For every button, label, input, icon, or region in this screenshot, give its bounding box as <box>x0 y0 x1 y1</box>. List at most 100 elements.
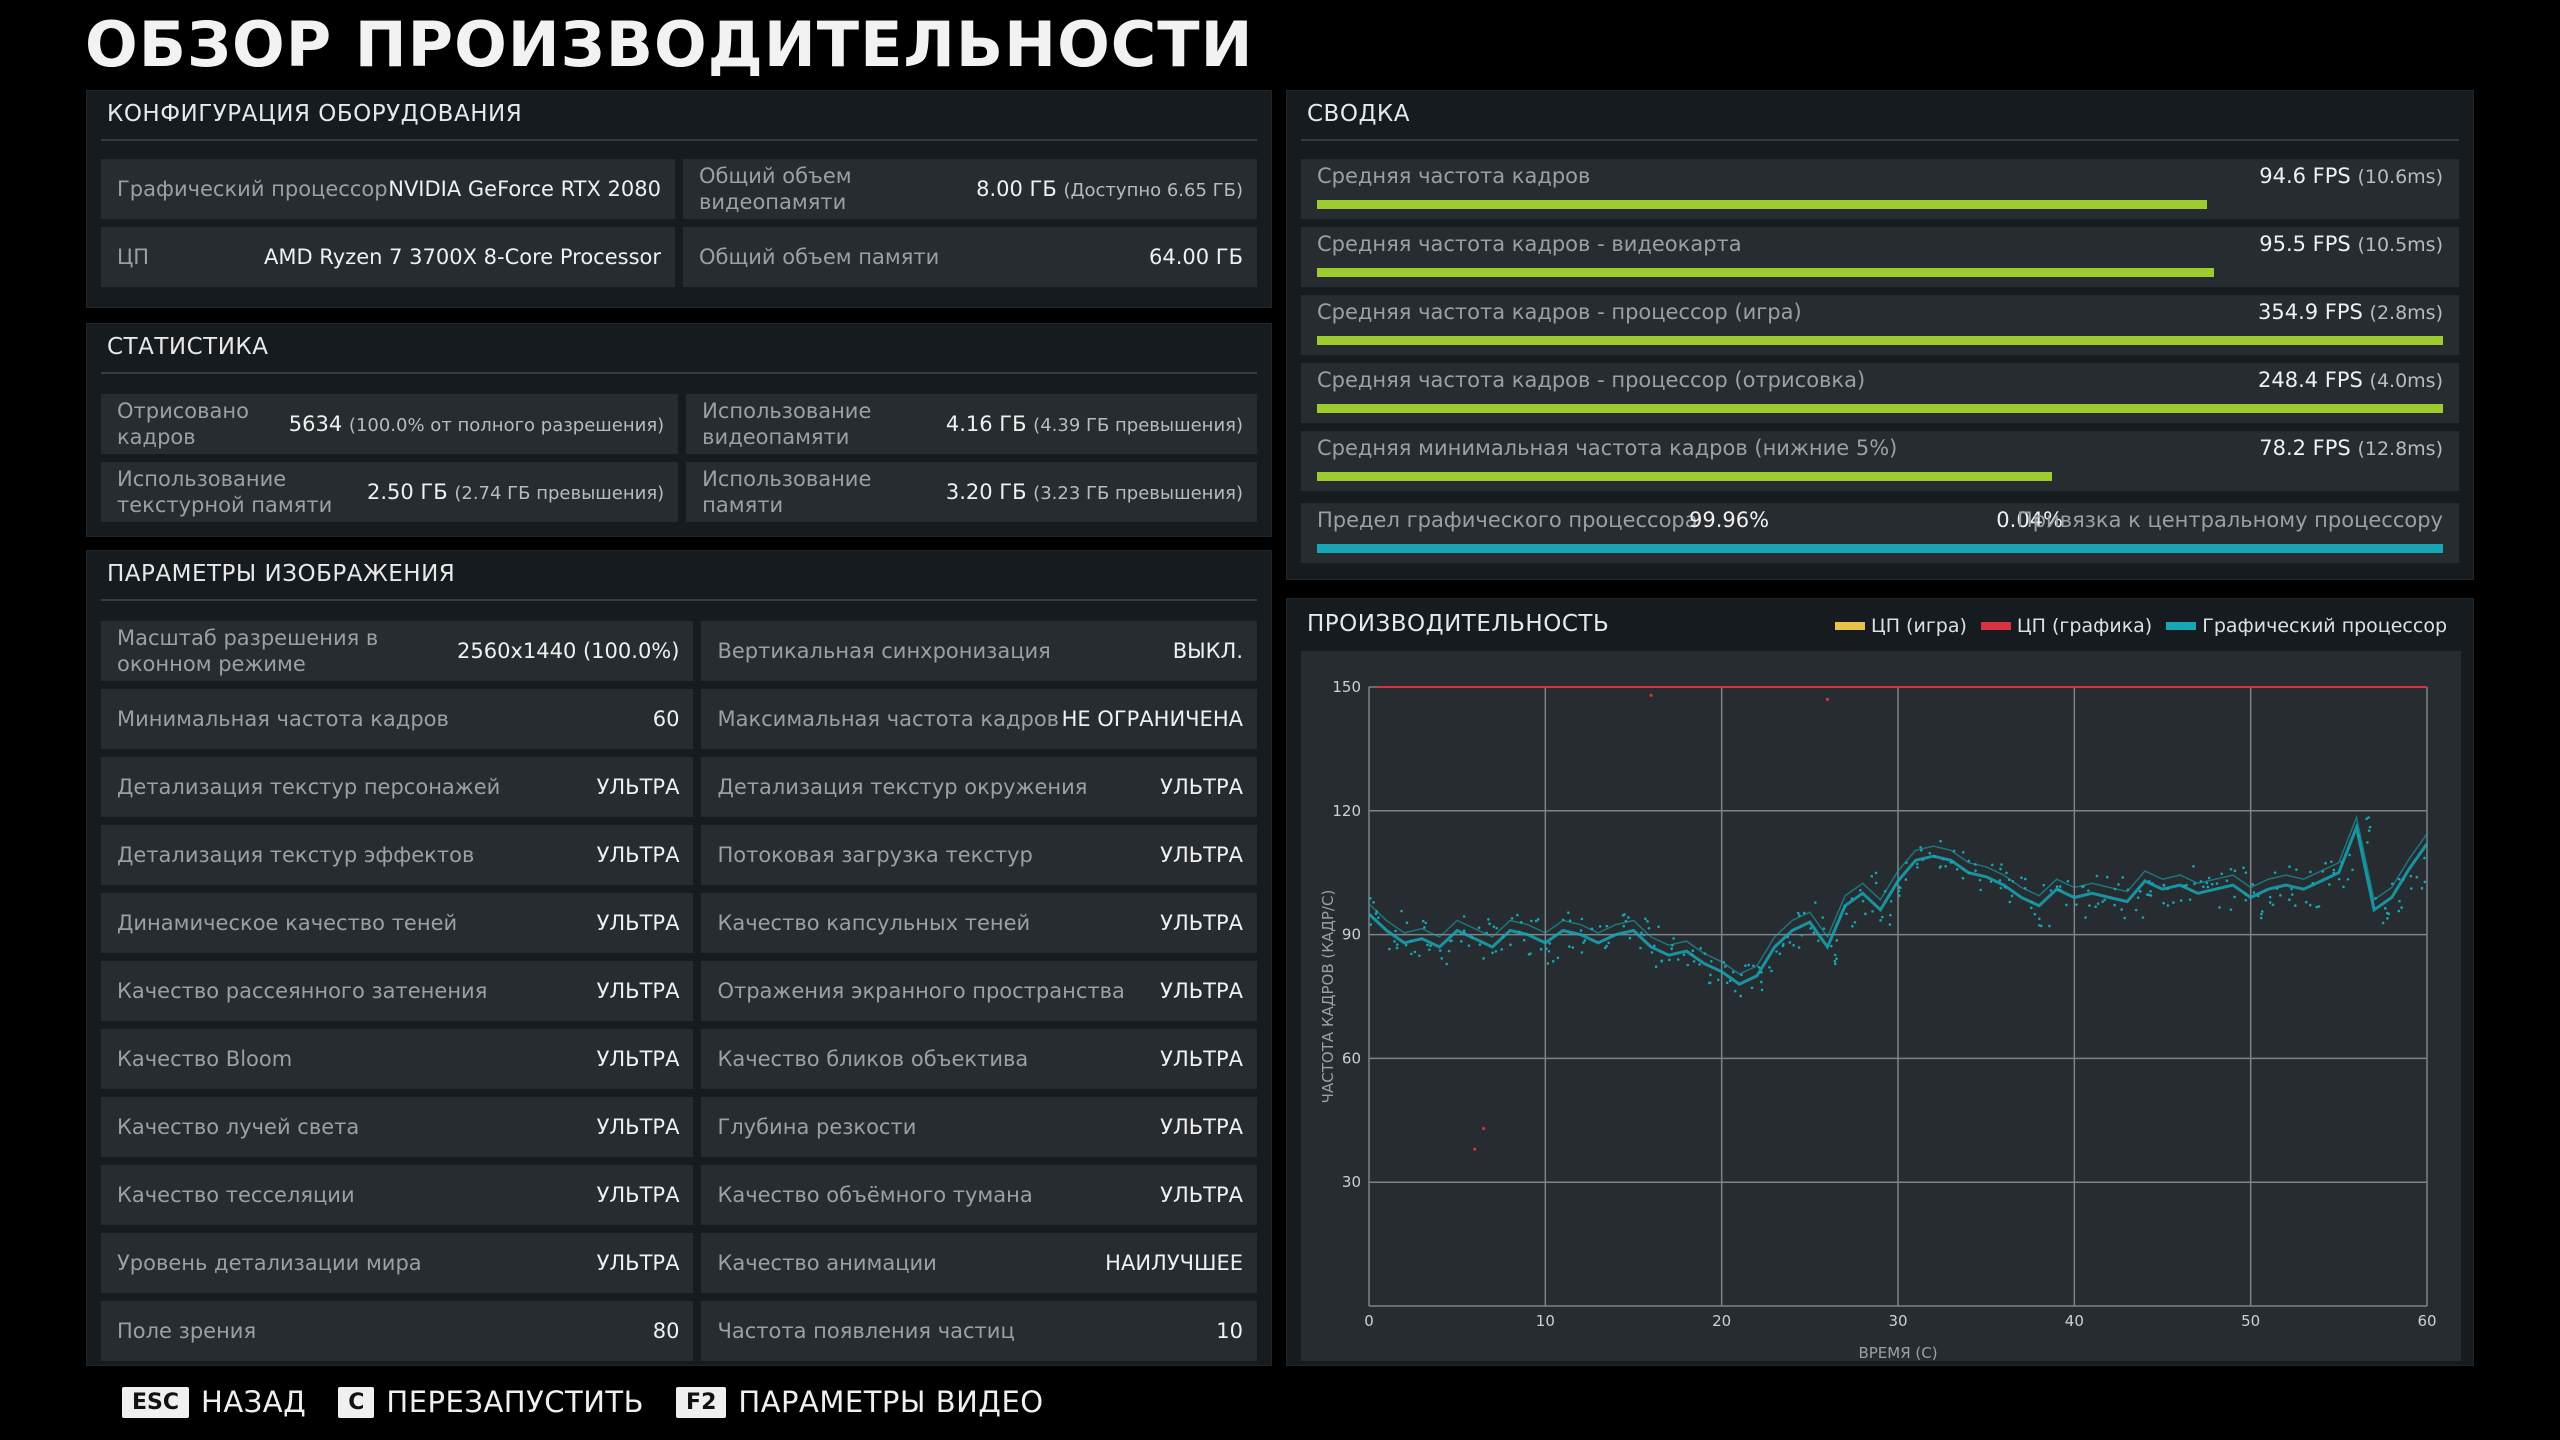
x-tick-label: 40 <box>2065 1312 2084 1330</box>
gpu-point <box>2367 816 2371 819</box>
gpu-point <box>1650 951 1654 954</box>
gpu-point <box>1405 921 1409 925</box>
gpu-point <box>1488 922 1491 926</box>
summary-ms: (12.8ms) <box>2357 438 2443 460</box>
gpu-point <box>1822 927 1826 930</box>
x-tick-label: 30 <box>1888 1312 1907 1330</box>
setting-cell: Частота появления частиц 10 <box>701 1301 1257 1361</box>
gpu-point <box>2088 904 2091 907</box>
gpu-point <box>1547 949 1551 953</box>
gpu-point <box>2113 887 2117 891</box>
gpu-point <box>1709 959 1713 963</box>
gpu-point <box>1369 923 1373 926</box>
summary-bar-track <box>1317 336 2443 345</box>
gpu-point <box>1835 939 1839 942</box>
setting-label: Минимальная частота кадров <box>117 707 449 731</box>
gpu-point <box>2252 891 2256 894</box>
gpu-point <box>1788 941 1792 944</box>
setting-value: УЛЬТРА <box>596 911 680 935</box>
setting-cell: Глубина резкости УЛЬТРА <box>701 1097 1257 1157</box>
cpu-render-point <box>1649 693 1653 697</box>
gpu-point <box>2084 916 2087 919</box>
setting-label: Качество тесселяции <box>117 1183 355 1207</box>
gpu-point <box>2011 880 2015 883</box>
summary-value: 78.2 FPS <box>2259 436 2351 460</box>
gpu-point <box>1686 963 1690 967</box>
setting-value: УЛЬТРА <box>1160 979 1243 1003</box>
divider <box>101 372 1257 374</box>
gpu-point <box>2268 895 2272 899</box>
gpu-point <box>1539 947 1543 951</box>
gpu-point <box>1916 866 1919 869</box>
gpu-point <box>1545 947 1548 951</box>
esc-key[interactable]: ESC <box>122 1386 190 1418</box>
gpu-point <box>1583 939 1587 942</box>
gpu-point <box>1482 957 1485 960</box>
gpu-point <box>1413 950 1417 954</box>
setting-cell: Детализация текстур эффектов УЛЬТРА <box>101 825 694 885</box>
video-settings-button[interactable]: ПАРАМЕТРЫ ВИДЕО <box>738 1385 1044 1419</box>
setting-label: Потоковая загрузка текстур <box>717 843 1033 867</box>
gpu-point <box>2386 917 2389 920</box>
mem-label: Общий объем памяти <box>699 245 940 269</box>
gpu-point <box>2357 834 2360 837</box>
gpu-point <box>1724 965 1727 968</box>
gpu-point <box>2123 916 2126 920</box>
gpu-point <box>2136 896 2140 899</box>
gpu-point <box>2172 901 2175 904</box>
gpu-point <box>1580 917 1584 921</box>
gpu-point <box>2244 892 2247 896</box>
summary-value: 94.6 FPS <box>2259 164 2351 188</box>
vram-usage-cell: Использование видеопамяти 4.16 ГБ (4.39 … <box>686 394 1257 454</box>
gpu-point <box>2402 878 2405 881</box>
performance-panel: ПРОИЗВОДИТЕЛЬНОСТЬ ЦП (игра) ЦП (графика… <box>1286 598 2474 1366</box>
gpu-line-upper <box>1368 814 2428 975</box>
gpu-point <box>2256 894 2260 898</box>
y-tick-label: 60 <box>1342 1049 1361 1067</box>
chart-legend: ЦП (игра) ЦП (графика) Графический проце… <box>1821 615 2447 637</box>
gpu-point <box>1853 920 1857 924</box>
gpu-point <box>1395 943 1399 946</box>
gpu-point <box>2385 911 2389 915</box>
gpu-point <box>2141 916 2145 919</box>
gpu-point <box>1928 851 1932 855</box>
gpu-point <box>2055 885 2059 888</box>
gpu-point <box>2348 853 2351 857</box>
divider <box>101 599 1257 601</box>
summary-label: Средняя частота кадров - процессор (отри… <box>1317 368 1866 392</box>
gpu-point <box>1944 864 1947 868</box>
gpu-point <box>1775 950 1778 953</box>
c-key[interactable]: C <box>338 1386 375 1418</box>
gpu-point <box>1821 916 1825 919</box>
gpu-point <box>1861 899 1865 903</box>
setting-label: Качество Bloom <box>117 1047 293 1071</box>
gpu-point <box>1864 912 1867 916</box>
setting-cell: Качество бликов объектива УЛЬТРА <box>701 1029 1257 1089</box>
gpu-point <box>1628 936 1632 940</box>
summary-bar-track <box>1317 404 2443 413</box>
gpu-point <box>1974 869 1977 872</box>
summary-ms: (10.5ms) <box>2357 234 2443 256</box>
gpu-point <box>1874 881 1878 885</box>
gpu-point <box>2332 871 2336 875</box>
back-button[interactable]: НАЗАД <box>201 1385 307 1419</box>
f2-key[interactable]: F2 <box>676 1386 727 1418</box>
gpu-point <box>2038 917 2041 921</box>
gpu-point <box>1899 886 1902 890</box>
gpu-point <box>1568 945 1571 948</box>
setting-label: Поле зрения <box>117 1319 257 1343</box>
gpu-point <box>1605 944 1608 948</box>
vram-label: Общий объем видеопамяти <box>699 164 852 214</box>
gpu-point <box>2210 882 2214 886</box>
gpu-point <box>1798 914 1801 917</box>
restart-button[interactable]: ПЕРЕЗАПУСТИТЬ <box>386 1385 645 1419</box>
gpu-point <box>1642 933 1646 937</box>
gpu-point <box>2311 882 2315 885</box>
gpu-point <box>1999 867 2002 871</box>
gpu-point <box>2056 888 2060 891</box>
memusage-label: Использование памяти <box>702 467 872 517</box>
gpu-point <box>1500 948 1504 951</box>
setting-cell: Минимальная частота кадров 60 <box>101 689 694 749</box>
legend-swatch-cpu-render <box>1980 622 2011 630</box>
summary-value: 95.5 FPS <box>2259 232 2351 256</box>
